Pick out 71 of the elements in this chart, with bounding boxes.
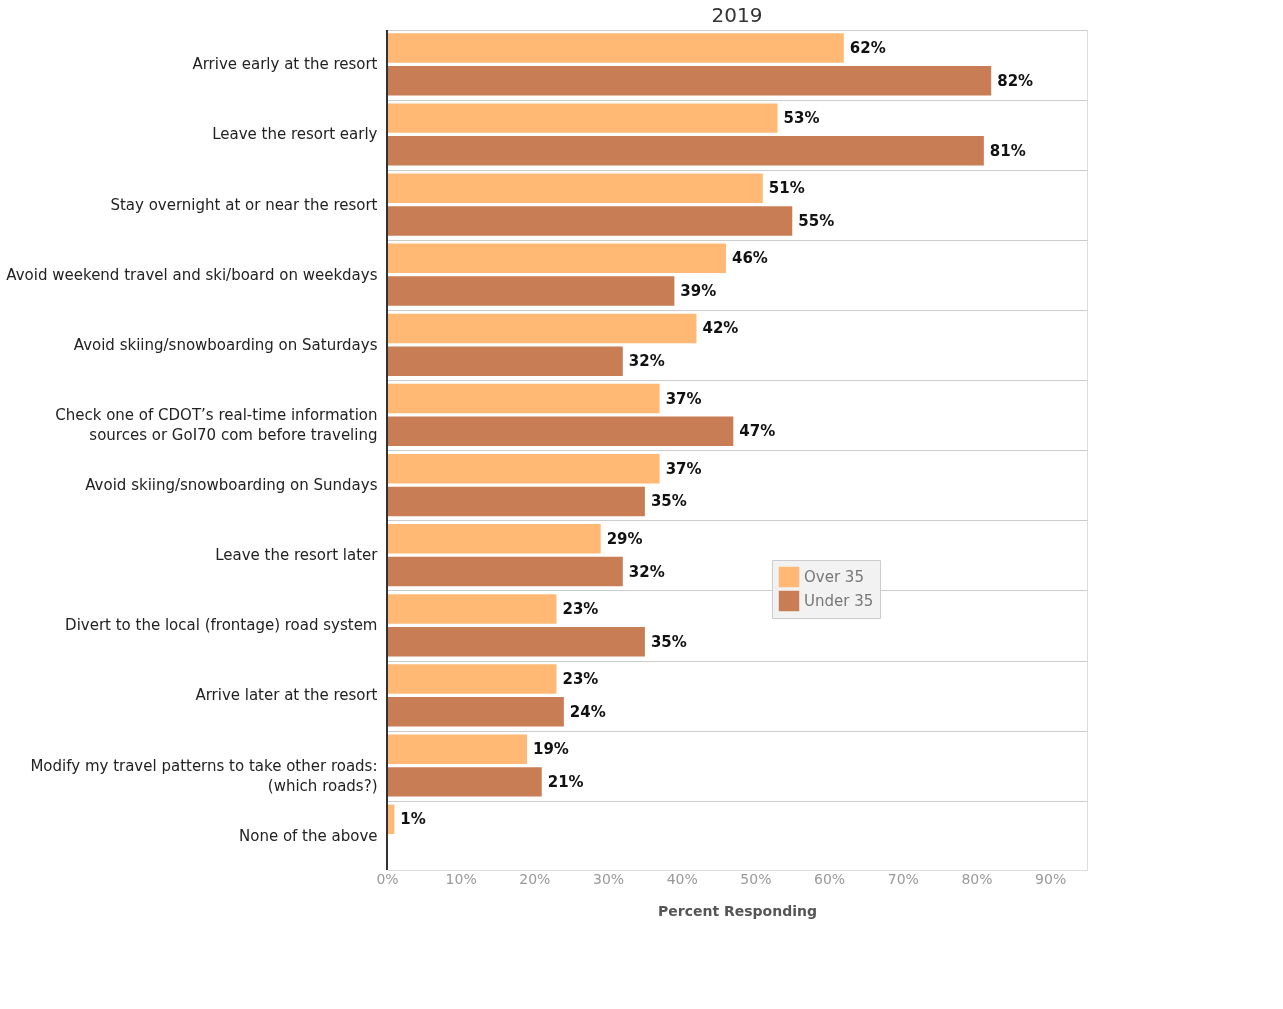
y-tick-label: Modify my travel patterns to take other roads: (which roads?) — [30, 756, 378, 795]
bar — [387, 33, 844, 63]
bar — [387, 346, 623, 376]
bar — [387, 697, 564, 727]
y-tick-label: Leave the resort early — [212, 125, 378, 144]
x-tick-label: 70% — [887, 870, 919, 887]
chart-title: 2019 — [711, 2, 763, 27]
data-label: 24% — [569, 702, 606, 721]
bar — [387, 453, 660, 484]
legend-label: Over 35 — [804, 568, 864, 586]
data-label: 29% — [606, 529, 643, 548]
y-tick-label: Arrive later at the resort — [195, 686, 378, 705]
bar — [387, 734, 527, 764]
y-tick-label: Check one of CDOT’s real-time information sources or GoI70 com before traveling — [55, 405, 378, 444]
y-tick-label: Avoid skiing/snowboarding on Saturdays — [73, 335, 378, 354]
data-label: 23% — [562, 599, 599, 618]
x-tick-label: 80% — [961, 870, 993, 887]
x-axis-title: Percent Responding — [657, 902, 818, 919]
bar — [387, 173, 763, 203]
data-label: 53% — [783, 109, 820, 128]
x-tick-label: 50% — [740, 870, 772, 887]
bar — [387, 767, 542, 797]
bar — [387, 383, 660, 414]
y-tick-label: Divert to the local (frontage) road system — [65, 616, 378, 635]
bar — [387, 594, 557, 624]
y-tick-label: Avoid weekend travel and ski/board on weekdays — [6, 265, 378, 284]
bar — [387, 136, 984, 166]
data-label: 23% — [562, 670, 599, 689]
bar — [387, 416, 734, 447]
data-label: 62% — [849, 39, 886, 57]
data-label: 37% — [665, 389, 702, 408]
bar — [387, 276, 675, 306]
data-label: 51% — [768, 179, 805, 198]
data-label: 35% — [650, 492, 687, 511]
data-label: 46% — [731, 249, 768, 268]
bar — [387, 486, 645, 517]
bar — [387, 243, 726, 274]
legend-label: Under 35 — [804, 592, 874, 610]
data-label: 35% — [650, 632, 687, 651]
data-label: 55% — [798, 211, 835, 230]
bar — [387, 103, 778, 133]
y-tick-label: Arrive early at the resort — [192, 55, 378, 74]
data-label: 21% — [547, 772, 584, 791]
bar — [387, 664, 557, 694]
y-tick-label: None of the above — [238, 826, 378, 845]
x-tick-label: 0% — [376, 870, 399, 887]
x-tick-label: 20% — [519, 870, 551, 887]
x-tick-label: 90% — [1035, 870, 1067, 887]
data-label: 81% — [989, 141, 1026, 160]
data-label: 1% — [400, 810, 426, 829]
y-tick-label: Stay overnight at or near the resort — [110, 195, 378, 214]
data-label: 19% — [533, 740, 569, 759]
bar — [387, 556, 623, 587]
data-label: 32% — [628, 352, 665, 371]
y-tick-label: Leave the resort later — [215, 546, 379, 565]
data-label: 39% — [680, 282, 717, 301]
data-label: 47% — [739, 422, 776, 441]
x-tick-label: 10% — [445, 870, 477, 887]
x-tick-label: 60% — [814, 870, 846, 887]
data-label: 82% — [997, 71, 1034, 90]
bar — [387, 206, 793, 236]
bar — [387, 313, 697, 344]
x-tick-label: 40% — [666, 870, 698, 887]
data-label: 37% — [665, 459, 702, 478]
bar — [387, 524, 601, 554]
data-label: 42% — [702, 319, 739, 338]
y-tick-label: Avoid skiing/snowboarding on Sundays — [85, 476, 378, 495]
bar — [387, 626, 645, 657]
data-label: 32% — [628, 562, 665, 581]
x-tick-label: 30% — [592, 870, 625, 887]
bar — [387, 65, 992, 96]
